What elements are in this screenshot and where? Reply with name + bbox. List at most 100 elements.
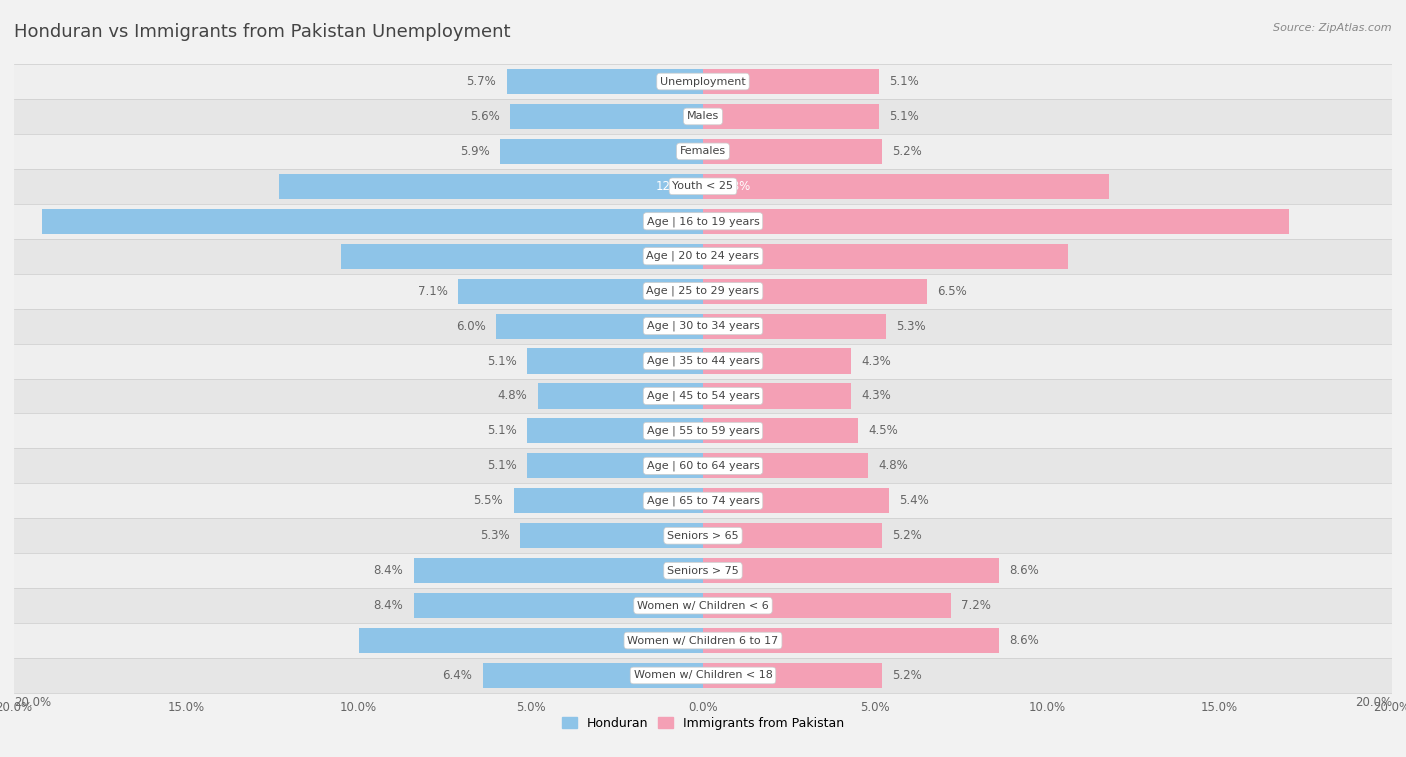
Text: 6.0%: 6.0%: [456, 319, 486, 332]
Bar: [413, 593, 703, 618]
Bar: [14, 309, 1392, 344]
Bar: [703, 313, 886, 338]
Text: Age | 65 to 74 years: Age | 65 to 74 years: [647, 496, 759, 506]
Text: Women w/ Children 6 to 17: Women w/ Children 6 to 17: [627, 636, 779, 646]
Bar: [537, 383, 703, 409]
Text: 4.3%: 4.3%: [862, 354, 891, 368]
Text: Youth < 25: Youth < 25: [672, 182, 734, 192]
Text: Age | 45 to 54 years: Age | 45 to 54 years: [647, 391, 759, 401]
Text: 10.5%: 10.5%: [655, 250, 693, 263]
Bar: [703, 453, 869, 478]
Text: 5.1%: 5.1%: [889, 75, 918, 88]
Text: 5.7%: 5.7%: [467, 75, 496, 88]
Bar: [703, 558, 1000, 583]
Bar: [703, 628, 1000, 653]
Text: 10.0%: 10.0%: [655, 634, 693, 647]
Bar: [14, 274, 1392, 309]
Text: Males: Males: [688, 111, 718, 121]
Text: 5.5%: 5.5%: [474, 494, 503, 507]
Bar: [458, 279, 703, 304]
Text: Seniors > 75: Seniors > 75: [666, 565, 740, 575]
Text: Age | 55 to 59 years: Age | 55 to 59 years: [647, 425, 759, 436]
Bar: [14, 623, 1392, 658]
Bar: [14, 64, 1392, 99]
Bar: [280, 174, 703, 199]
Legend: Honduran, Immigrants from Pakistan: Honduran, Immigrants from Pakistan: [557, 712, 849, 735]
Text: 12.3%: 12.3%: [655, 180, 693, 193]
Text: 7.1%: 7.1%: [418, 285, 449, 298]
Bar: [14, 99, 1392, 134]
Text: 5.2%: 5.2%: [893, 145, 922, 158]
Text: 11.8%: 11.8%: [713, 180, 751, 193]
Text: 5.2%: 5.2%: [893, 669, 922, 682]
Text: Age | 60 to 64 years: Age | 60 to 64 years: [647, 460, 759, 471]
Bar: [14, 588, 1392, 623]
Text: Seniors > 65: Seniors > 65: [668, 531, 738, 540]
Text: 17.0%: 17.0%: [713, 215, 751, 228]
Bar: [14, 169, 1392, 204]
Text: 5.1%: 5.1%: [488, 425, 517, 438]
Text: 8.4%: 8.4%: [374, 599, 404, 612]
Bar: [703, 419, 858, 444]
Bar: [14, 378, 1392, 413]
Bar: [520, 523, 703, 548]
Text: Age | 30 to 34 years: Age | 30 to 34 years: [647, 321, 759, 332]
Text: Age | 25 to 29 years: Age | 25 to 29 years: [647, 286, 759, 297]
Bar: [359, 628, 703, 653]
Text: 5.9%: 5.9%: [460, 145, 489, 158]
Text: Age | 16 to 19 years: Age | 16 to 19 years: [647, 216, 759, 226]
Bar: [703, 383, 851, 409]
Bar: [703, 663, 882, 688]
Bar: [703, 209, 1289, 234]
Bar: [703, 244, 1069, 269]
Text: 5.1%: 5.1%: [488, 354, 517, 368]
Bar: [513, 488, 703, 513]
Bar: [14, 553, 1392, 588]
Bar: [703, 488, 889, 513]
Text: Age | 35 to 44 years: Age | 35 to 44 years: [647, 356, 759, 366]
Text: Honduran vs Immigrants from Pakistan Unemployment: Honduran vs Immigrants from Pakistan Une…: [14, 23, 510, 41]
Bar: [14, 413, 1392, 448]
Bar: [703, 104, 879, 129]
Text: 5.3%: 5.3%: [896, 319, 925, 332]
Text: 5.6%: 5.6%: [470, 110, 499, 123]
Bar: [703, 593, 950, 618]
Text: Women w/ Children < 6: Women w/ Children < 6: [637, 600, 769, 611]
Text: 20.0%: 20.0%: [14, 696, 51, 709]
Bar: [499, 139, 703, 164]
Text: 4.5%: 4.5%: [869, 425, 898, 438]
Text: 20.0%: 20.0%: [1355, 696, 1392, 709]
Text: Source: ZipAtlas.com: Source: ZipAtlas.com: [1274, 23, 1392, 33]
Bar: [506, 69, 703, 94]
Text: 4.8%: 4.8%: [498, 389, 527, 403]
Bar: [496, 313, 703, 338]
Bar: [14, 483, 1392, 519]
Bar: [14, 238, 1392, 274]
Bar: [413, 558, 703, 583]
Bar: [14, 204, 1392, 238]
Bar: [14, 658, 1392, 693]
Bar: [14, 134, 1392, 169]
Bar: [527, 419, 703, 444]
Text: 5.1%: 5.1%: [488, 459, 517, 472]
Text: Females: Females: [681, 146, 725, 157]
Bar: [527, 348, 703, 374]
Text: 8.4%: 8.4%: [374, 564, 404, 577]
Bar: [703, 174, 1109, 199]
Bar: [342, 244, 703, 269]
Text: Age | 20 to 24 years: Age | 20 to 24 years: [647, 251, 759, 261]
Bar: [482, 663, 703, 688]
Text: 7.2%: 7.2%: [962, 599, 991, 612]
Bar: [703, 279, 927, 304]
Bar: [14, 448, 1392, 483]
Text: Unemployment: Unemployment: [661, 76, 745, 86]
Text: 5.4%: 5.4%: [900, 494, 929, 507]
Text: 8.6%: 8.6%: [1010, 564, 1039, 577]
Bar: [14, 344, 1392, 378]
Text: 6.4%: 6.4%: [443, 669, 472, 682]
Bar: [42, 209, 703, 234]
Bar: [703, 139, 882, 164]
Text: 4.3%: 4.3%: [862, 389, 891, 403]
Text: 5.2%: 5.2%: [893, 529, 922, 542]
Bar: [703, 69, 879, 94]
